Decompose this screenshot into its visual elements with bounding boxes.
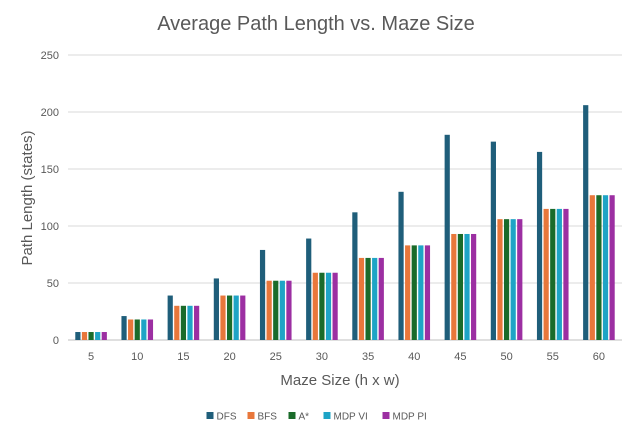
bar bbox=[411, 245, 417, 340]
x-tick-label: 25 bbox=[270, 351, 282, 363]
bar bbox=[167, 295, 173, 340]
bar bbox=[424, 245, 431, 340]
bar bbox=[319, 272, 325, 340]
bar bbox=[325, 272, 332, 340]
y-tick-label: 150 bbox=[41, 164, 59, 176]
bar bbox=[471, 233, 477, 340]
x-tick-labels: 5 10 15 20 25 30 35 40 45 50 55 60 bbox=[88, 351, 605, 363]
bar bbox=[75, 332, 81, 340]
bar bbox=[226, 295, 233, 340]
x-tick-label: 35 bbox=[362, 351, 374, 363]
bar bbox=[233, 295, 239, 340]
bar bbox=[332, 272, 338, 340]
bar bbox=[81, 332, 88, 340]
y-tick-label: 200 bbox=[41, 107, 59, 119]
bar bbox=[536, 151, 543, 340]
y-tick-label: 0 bbox=[53, 335, 59, 347]
bar bbox=[194, 305, 200, 340]
bars bbox=[75, 105, 615, 340]
legend-swatch bbox=[323, 412, 331, 419]
bar bbox=[306, 238, 312, 340]
bar bbox=[134, 319, 140, 340]
bar bbox=[490, 141, 496, 340]
bar bbox=[510, 219, 516, 340]
bar bbox=[141, 319, 147, 340]
bar bbox=[121, 316, 127, 340]
bar bbox=[596, 195, 602, 340]
x-axis-title: Maze Size (h x w) bbox=[280, 372, 399, 389]
x-tick-label: 55 bbox=[547, 351, 559, 363]
bar bbox=[88, 332, 94, 340]
bar bbox=[286, 280, 292, 340]
bar bbox=[365, 257, 371, 340]
bar bbox=[503, 219, 510, 340]
bar bbox=[259, 249, 266, 340]
bar bbox=[220, 295, 226, 340]
x-tick-label: 30 bbox=[316, 351, 328, 363]
chart-title: Average Path Length vs. Maze Size bbox=[157, 13, 475, 35]
bar bbox=[583, 105, 589, 340]
bar bbox=[418, 245, 424, 340]
x-tick-label: 50 bbox=[500, 351, 512, 363]
x-tick-label: 40 bbox=[408, 351, 420, 363]
bar bbox=[312, 272, 318, 340]
bar bbox=[95, 332, 101, 340]
x-tick-label: 10 bbox=[131, 351, 143, 363]
bar bbox=[240, 295, 246, 340]
y-tick-label: 50 bbox=[47, 278, 59, 290]
bar bbox=[213, 278, 219, 340]
bar bbox=[602, 195, 609, 340]
bar bbox=[517, 219, 523, 340]
legend: DFS BFS A* MDP VI MDP PI bbox=[206, 412, 427, 423]
x-tick-label: 60 bbox=[593, 351, 605, 363]
legend-label: MDP VI bbox=[334, 412, 368, 423]
bar bbox=[398, 191, 404, 340]
bar bbox=[609, 195, 615, 340]
y-axis-title: Path Length (states) bbox=[19, 130, 36, 265]
bar bbox=[543, 208, 549, 340]
bar bbox=[187, 305, 193, 340]
bar bbox=[444, 134, 450, 340]
legend-swatch bbox=[247, 412, 255, 419]
bar bbox=[451, 233, 457, 340]
legend-label: A* bbox=[299, 412, 310, 423]
bar bbox=[358, 257, 365, 340]
bar bbox=[405, 245, 411, 340]
y-tick-label: 250 bbox=[41, 50, 59, 62]
legend-label: DFS bbox=[217, 412, 237, 423]
y-tick-labels: 0 50 100 150 200 250 bbox=[41, 50, 59, 347]
x-tick-label: 20 bbox=[223, 351, 235, 363]
legend-label: MDP PI bbox=[393, 412, 427, 423]
gridlines bbox=[68, 54, 622, 341]
legend-label: BFS bbox=[258, 412, 278, 423]
bar bbox=[128, 319, 134, 340]
bar bbox=[589, 195, 595, 340]
x-tick-label: 5 bbox=[88, 351, 94, 363]
bar bbox=[457, 233, 464, 340]
bar bbox=[550, 208, 556, 340]
legend-swatch bbox=[206, 412, 214, 419]
bar bbox=[497, 219, 503, 340]
x-tick-label: 15 bbox=[177, 351, 189, 363]
y-tick-label: 100 bbox=[41, 221, 59, 233]
bar bbox=[464, 233, 470, 340]
bar bbox=[378, 257, 384, 340]
bar bbox=[556, 208, 562, 340]
bar bbox=[352, 212, 358, 340]
bar bbox=[266, 280, 272, 340]
bar bbox=[174, 305, 180, 340]
bar bbox=[273, 280, 279, 340]
legend-swatch bbox=[382, 412, 390, 419]
bar bbox=[147, 319, 154, 340]
x-tick-label: 45 bbox=[454, 351, 466, 363]
bar bbox=[372, 257, 378, 340]
bar bbox=[180, 305, 187, 340]
bar bbox=[101, 332, 107, 340]
bar bbox=[279, 280, 285, 340]
legend-swatch bbox=[288, 412, 296, 419]
bar bbox=[563, 208, 569, 340]
